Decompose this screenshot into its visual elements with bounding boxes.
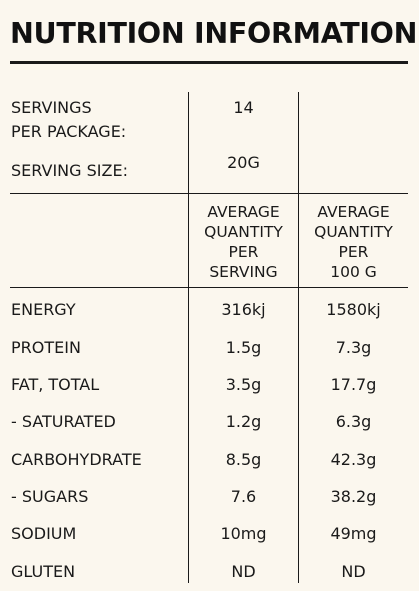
column-divider-left [188, 92, 189, 583]
per-serving-value: 7.6 [230, 487, 257, 506]
per-100g-value: 49mg [330, 524, 377, 543]
per-serving-value: 8.5g [225, 450, 262, 469]
nutrient-label: SODIUM [11, 524, 77, 543]
per-serving-value: ND [231, 562, 256, 581]
per-100g-value: 6.3g [335, 412, 372, 431]
servings-label-line1: SERVINGS [11, 98, 92, 117]
header-bottom-rule [10, 287, 408, 288]
column-header-per-100g: AVERAGE QUANTITY PER 100 G [299, 202, 408, 282]
per-100g-value: 17.7g [330, 375, 377, 394]
per-100g-value: 1580kj [326, 300, 381, 319]
nutrient-label: - SUGARS [11, 487, 89, 506]
column-header-per-100g-line: QUANTITY [314, 223, 393, 241]
serving-size-label: SERVING SIZE: [11, 161, 128, 180]
panel-title: NUTRITION INFORMATION [10, 17, 418, 50]
per-serving-value: 1.5g [225, 338, 262, 357]
per-100g-value: ND [341, 562, 366, 581]
per-serving-value: 1.2g [225, 412, 262, 431]
nutrient-label: GLUTEN [11, 562, 76, 581]
column-header-per-100g-line: 100 G [330, 263, 377, 281]
per-serving-value: 316kj [221, 300, 266, 319]
column-header-per-100g-line: PER [338, 243, 369, 261]
per-100g-value: 7.3g [335, 338, 372, 357]
column-header-per-serving-line: AVERAGE [207, 203, 280, 221]
column-header-per-serving: AVERAGE QUANTITY PER SERVING [189, 202, 298, 282]
per-serving-value: 3.5g [225, 375, 262, 394]
column-divider-right [298, 92, 299, 583]
per-100g-value: 42.3g [330, 450, 377, 469]
servings-value: 14 [233, 98, 254, 117]
nutrient-label: FAT, TOTAL [11, 375, 100, 394]
nutrient-label: CARBOHYDRATE [11, 450, 142, 469]
title-rule [10, 61, 408, 64]
column-header-per-serving-line: SERVING [209, 263, 278, 281]
per-100g-value: 38.2g [330, 487, 377, 506]
per-serving-value: 10mg [220, 524, 267, 543]
nutrient-label: ENERGY [11, 300, 76, 319]
header-top-rule [10, 193, 408, 194]
column-header-per-serving-line: QUANTITY [204, 223, 283, 241]
nutrient-label: PROTEIN [11, 338, 81, 357]
servings-label-line2: PER PACKAGE: [11, 122, 127, 141]
column-header-per-serving-line: PER [228, 243, 259, 261]
nutrient-label: - SATURATED [11, 412, 116, 431]
column-header-per-100g-line: AVERAGE [317, 203, 390, 221]
serving-size-value: 20G [227, 153, 260, 172]
